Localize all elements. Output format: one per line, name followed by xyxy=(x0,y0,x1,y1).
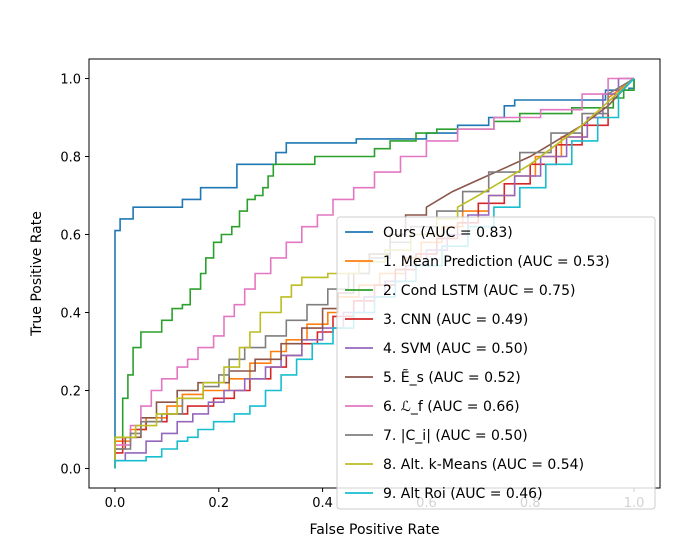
legend-entry: 2. Cond LSTM (AUC = 0.75) xyxy=(383,283,575,299)
x-tick-label: 0.2 xyxy=(208,496,229,511)
y-tick-label: 0.2 xyxy=(60,385,81,400)
x-axis-label: False Positive Rate xyxy=(309,522,439,538)
series-line-1 xyxy=(114,78,635,469)
x-tick-label: 0.4 xyxy=(312,496,333,511)
legend-entry: 7. |C_i| (AUC = 0.50) xyxy=(383,428,528,444)
legend: Ours (AUC = 0.83) 1. Mean Prediction (AUC… xyxy=(336,216,656,510)
y-tick-label: 0.4 xyxy=(60,307,81,322)
y-tick-label: 0.0 xyxy=(60,463,81,478)
legend-entry: 4. SVM (AUC = 0.50) xyxy=(383,341,528,357)
y-tick-label: 0.8 xyxy=(60,151,81,166)
legend-entry: 3. CNN (AUC = 0.49) xyxy=(383,312,528,328)
legend-box xyxy=(336,216,656,510)
legend-entry: 9. Alt Roi (AUC = 0.46) xyxy=(383,486,543,502)
legend-entry: 8. Alt. k-Means (AUC = 0.54) xyxy=(383,457,584,473)
y-axis-label: True Positive Rate xyxy=(29,211,45,337)
legend-entry: Ours (AUC = 0.83) xyxy=(383,225,513,241)
legend-entry: 5. Ẽ_s (AUC = 0.52) xyxy=(383,369,521,386)
y-tick-label: 0.6 xyxy=(60,229,81,244)
legend-entry: 1. Mean Prediction (AUC = 0.53) xyxy=(383,254,610,270)
y-tick-label: 1.0 xyxy=(60,73,81,88)
series-line-9 xyxy=(114,77,635,469)
series-line-6 xyxy=(114,77,635,469)
x-tick-label: 0.0 xyxy=(105,496,126,511)
series-line-10 xyxy=(114,77,635,469)
legend-entry: 6. ℒ_f (AUC = 0.66) xyxy=(383,399,520,415)
series-line-7 xyxy=(114,77,634,469)
series-line-8 xyxy=(114,77,635,469)
